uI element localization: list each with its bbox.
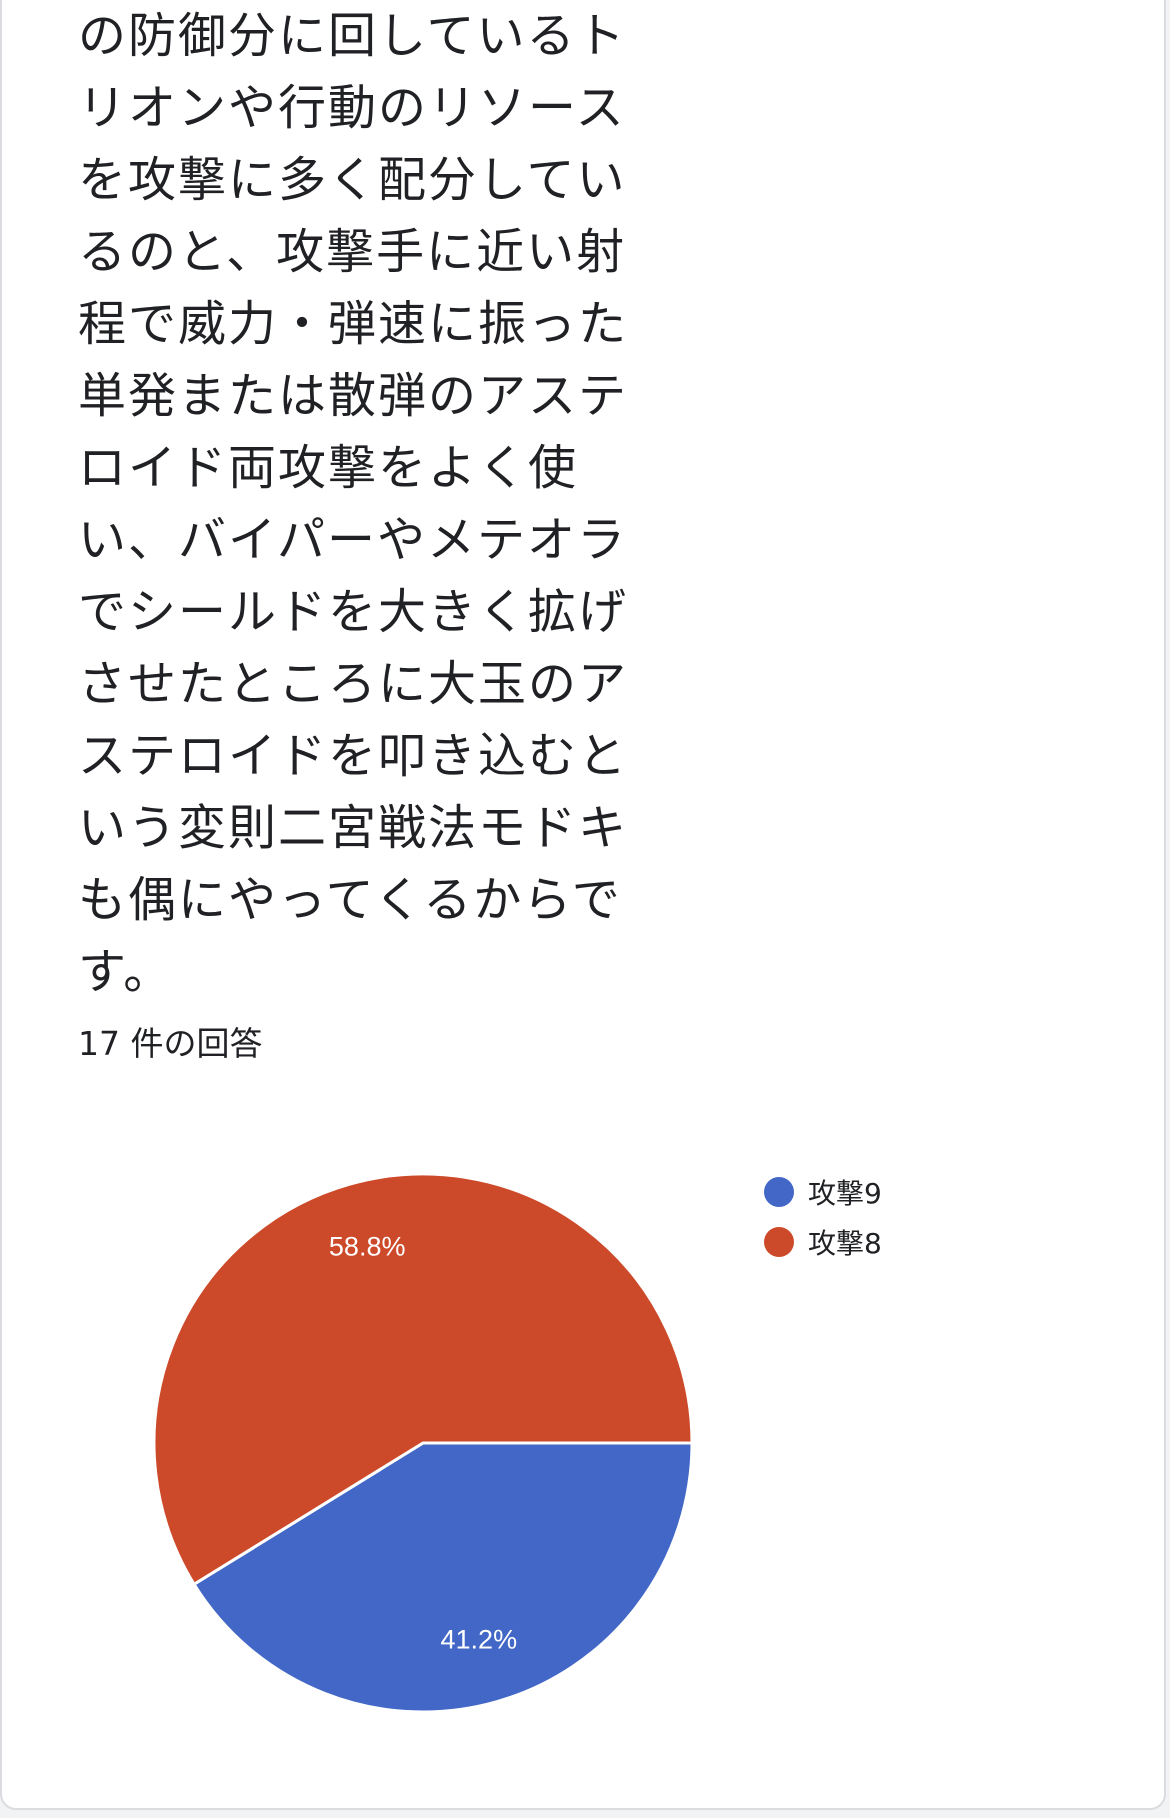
legend-swatch [764, 1227, 794, 1257]
question-text: の防御分に回しているト リオンや行動のリソース を攻撃に多く配分してい るのと、… [78, 0, 638, 1008]
question-line: を攻撃に多く配分してい [78, 152, 627, 208]
question-line: 程で威力・弾速に振った [78, 296, 629, 352]
question-line: す。 [78, 944, 174, 1000]
pie-slice[interactable] [192, 1441, 694, 1714]
question-line: ステロイドを叩き込むと [78, 728, 629, 784]
question-line: るのと、攻撃手に近い射 [78, 224, 627, 280]
chart-legend: 攻撃9 攻撃8 [764, 1167, 882, 1267]
question-line: い、バイパーやメテオラ [78, 512, 628, 568]
legend-swatch [764, 1177, 794, 1207]
pie-slice[interactable] [152, 1172, 694, 1586]
question-line: の防御分に回しているト [78, 8, 627, 64]
question-line: いう変則二宮戦法モドキ [78, 800, 629, 856]
question-line: させたところに大玉のア [78, 656, 629, 712]
response-count: 17 件の回答 [78, 1024, 263, 1063]
question-line: でシールドを大きく拡げ [78, 584, 629, 640]
legend-item: 攻撃8 [764, 1217, 882, 1267]
legend-item: 攻撃9 [764, 1167, 882, 1217]
slice-label: 41.2% [441, 1625, 518, 1655]
question-line: ロイド両攻撃をよく使 [78, 440, 579, 496]
question-line: 単発または散弾のアステ [78, 368, 629, 424]
question-line: リオンや行動のリソース [78, 80, 626, 136]
slice-label: 58.8% [329, 1231, 406, 1261]
legend-label: 攻撃9 [808, 1177, 882, 1210]
pie-chart: 41.2% 58.8% [152, 1172, 694, 1714]
question-line: も偶にやってくるからで [78, 872, 622, 928]
legend-label: 攻撃8 [808, 1227, 882, 1260]
